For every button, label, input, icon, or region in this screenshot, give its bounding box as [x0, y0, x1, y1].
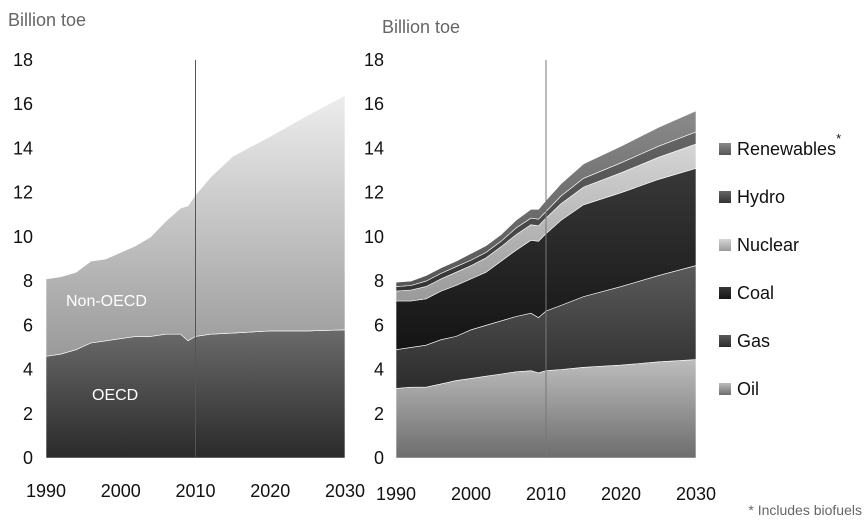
legend-swatch-oil	[719, 383, 731, 395]
legend-swatch-coal	[719, 287, 731, 299]
legend-label-oil: Oil	[737, 379, 759, 399]
right-y-tick-12: 12	[364, 183, 384, 203]
right-x-ticks: 1990 2000 2010 2020 2030	[376, 484, 716, 504]
left-y-ticks: 0 2 4 6 8 10 12 14 16 18	[13, 50, 33, 468]
left-y-tick-10: 10	[13, 227, 33, 247]
right-y-tick-10: 10	[364, 227, 384, 247]
footnote: * Includes biofuels	[748, 502, 862, 518]
right-x-tick-2020: 2020	[601, 484, 641, 504]
left-x-tick-2020: 2020	[250, 481, 290, 501]
left-y-tick-12: 12	[13, 183, 33, 203]
left-x-tick-2030: 2030	[325, 481, 365, 501]
right-y-tick-14: 14	[364, 138, 384, 158]
legend-label-renewables: Renewables*	[737, 131, 841, 159]
right-x-tick-1990: 1990	[376, 484, 416, 504]
right-panel: Billion toe 0 2 4 6 8 10 12 14 16 18 1990 2000 2010…	[364, 17, 862, 518]
left-x-tick-2000: 2000	[101, 481, 141, 501]
right-y-axis-title: Billion toe	[382, 17, 460, 37]
non-oecd-area-label: Non-OECD	[66, 293, 147, 310]
legend-swatch-renewables	[719, 143, 731, 155]
legend-swatch-hydro	[719, 191, 731, 203]
legend-swatch-nuclear	[719, 239, 731, 251]
right-x-tick-2000: 2000	[451, 484, 491, 504]
legend: Renewables* Hydro Nuclear Coal Gas Oil	[719, 131, 841, 399]
left-y-tick-0: 0	[23, 448, 33, 468]
left-y-tick-6: 6	[23, 315, 33, 335]
left-y-tick-16: 16	[13, 94, 33, 114]
left-y-tick-4: 4	[23, 360, 33, 380]
right-y-ticks: 0 2 4 6 8 10 12 14 16 18	[364, 50, 384, 468]
left-x-tick-2010: 2010	[175, 481, 215, 501]
left-panel: Billion toe 0 2 4 6 8 10 12 14 16 18 1990 2000 2010…	[8, 10, 365, 501]
right-y-tick-4: 4	[374, 360, 384, 380]
oecd-area-label: OECD	[92, 387, 138, 404]
right-y-tick-0: 0	[374, 448, 384, 468]
right-y-tick-18: 18	[364, 50, 384, 70]
left-x-tick-1990: 1990	[26, 481, 66, 501]
left-y-tick-14: 14	[13, 138, 33, 158]
legend-label-hydro: Hydro	[737, 187, 785, 207]
right-x-tick-2010: 2010	[526, 484, 566, 504]
right-y-tick-2: 2	[374, 404, 384, 424]
right-area-renewables	[395, 110, 697, 287]
left-y-tick-2: 2	[23, 404, 33, 424]
left-y-tick-8: 8	[23, 271, 33, 291]
right-y-tick-6: 6	[374, 315, 384, 335]
legend-label-gas: Gas	[737, 331, 770, 351]
right-x-tick-2030: 2030	[676, 484, 716, 504]
left-x-ticks: 1990 2000 2010 2020 2030	[26, 481, 365, 501]
left-y-tick-18: 18	[13, 50, 33, 70]
right-y-tick-8: 8	[374, 271, 384, 291]
legend-label-nuclear: Nuclear	[737, 235, 799, 255]
legend-label-coal: Coal	[737, 283, 774, 303]
legend-swatch-gas	[719, 335, 731, 347]
right-y-tick-16: 16	[364, 94, 384, 114]
left-y-axis-title: Billion toe	[8, 10, 86, 30]
